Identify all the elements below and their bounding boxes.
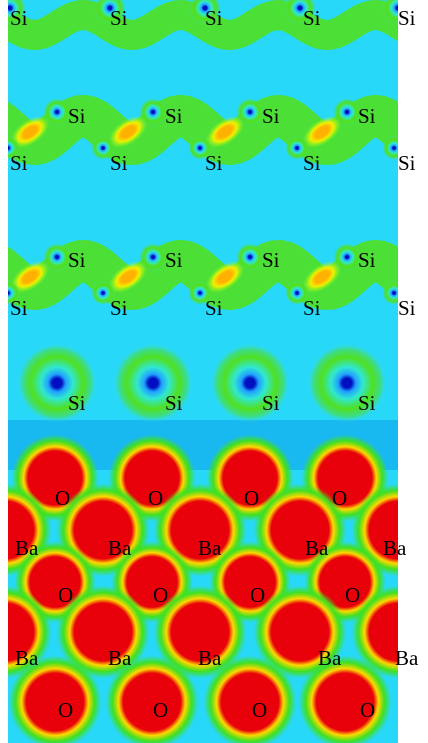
atom-label: Ba <box>305 536 329 560</box>
atom-label: Si <box>358 104 376 128</box>
atom-label: Si <box>68 104 86 128</box>
atom-core <box>333 98 361 126</box>
atom-label: O <box>332 486 347 510</box>
atom-core <box>236 243 264 271</box>
density-map: Si Si Si Si Si Si Si Si Si Si Si Si Si Si Si Si Si Si Si Si… <box>0 0 428 743</box>
atom-core <box>43 243 71 271</box>
atom-label: Ba <box>395 646 419 670</box>
atom-label: Si <box>398 6 416 30</box>
atom-label: Si <box>303 151 321 175</box>
atom-label: O <box>58 698 73 722</box>
atom-label: Ba <box>108 536 132 560</box>
atom-label: Si <box>110 6 128 30</box>
atom-label: Si <box>68 391 86 415</box>
atom-core <box>43 98 71 126</box>
atom-label: O <box>360 698 375 722</box>
atom-label: Si <box>165 248 183 272</box>
atom-label: Si <box>303 296 321 320</box>
atom-label: Si <box>10 6 28 30</box>
atom-label: O <box>252 698 267 722</box>
atom-core <box>139 98 167 126</box>
atom-label: O <box>55 486 70 510</box>
atom-label: O <box>153 698 168 722</box>
atom-label: Si <box>205 6 223 30</box>
atom-label: O <box>148 486 163 510</box>
atom-core <box>236 98 264 126</box>
atom-core <box>333 243 361 271</box>
atom-label: Si <box>262 248 280 272</box>
atom-label: Si <box>358 391 376 415</box>
atom-label: Si <box>165 104 183 128</box>
atom-label: Si <box>110 151 128 175</box>
atom-core <box>139 243 167 271</box>
atom-label: Si <box>205 151 223 175</box>
atom-label: Si <box>398 296 416 320</box>
atom-label: O <box>153 583 168 607</box>
atom-label: Si <box>398 151 416 175</box>
atom-label: Si <box>110 296 128 320</box>
atom-label: Si <box>262 391 280 415</box>
atom-label: Si <box>165 391 183 415</box>
atom-label: Si <box>10 151 28 175</box>
atom-label: O <box>244 486 259 510</box>
atom-label: Ba <box>108 646 132 670</box>
atom-label: Si <box>10 296 28 320</box>
atom-label: Si <box>68 248 86 272</box>
atom-label: Ba <box>198 646 222 670</box>
atom-label: Ba <box>15 646 39 670</box>
atom-label: O <box>345 583 360 607</box>
atom-label: Ba <box>15 536 39 560</box>
atom-label: Si <box>262 104 280 128</box>
atom-label: Ba <box>383 536 407 560</box>
atom-label: O <box>250 583 265 607</box>
atom-label: Ba <box>318 646 342 670</box>
atom-label: Ba <box>198 536 222 560</box>
atom-label: O <box>58 583 73 607</box>
atom-label: Si <box>358 248 376 272</box>
atom-label: Si <box>205 296 223 320</box>
atom-label: Si <box>303 6 321 30</box>
